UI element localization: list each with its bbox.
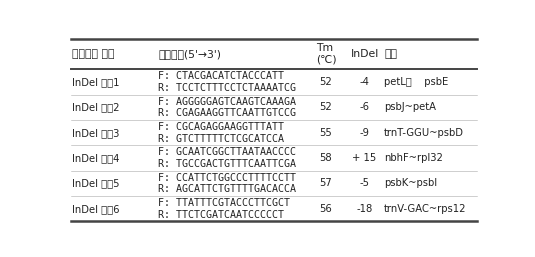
Text: 56: 56 [319,204,332,214]
Text: petL－    psbE: petL－ psbE [384,77,448,87]
Text: F: CGCAGAGGAAGGTTTATT: F: CGCAGAGGAAGGTTTATT [158,122,284,132]
Text: trnT-GGU~psbD: trnT-GGU~psbD [384,128,464,138]
Text: F: GCAATCGGCTTAATAACCCC: F: GCAATCGGCTTAATAACCCC [158,147,296,157]
Text: 52: 52 [319,103,332,112]
Text: F: CTACGACATCTACCCATT: F: CTACGACATCTACCCATT [158,71,284,81]
Text: F: AGGGGGAGTCAAGTCAAAGA: F: AGGGGGAGTCAAGTCAAAGA [158,97,296,107]
Text: psbK~psbI: psbK~psbI [384,178,437,188]
Text: 57: 57 [319,178,332,188]
Text: -9: -9 [359,128,369,138]
Text: InDel: InDel [351,49,379,59]
Text: nbhF~rpl32: nbhF~rpl32 [384,153,443,163]
Text: InDel 마커6: InDel 마커6 [72,204,119,214]
Text: 염기서열(5'→3'): 염기서열(5'→3') [158,49,221,59]
Text: psbJ~petA: psbJ~petA [384,103,436,112]
Text: -18: -18 [356,204,372,214]
Text: 프라이머 명칭: 프라이머 명칭 [72,49,114,59]
Text: InDel 마커1: InDel 마커1 [72,77,119,87]
Text: InDel 마커5: InDel 마커5 [72,178,119,188]
Text: 위치: 위치 [384,49,397,59]
Text: F: CCATTCTGGCCCTTTTCCTT: F: CCATTCTGGCCCTTTTCCTT [158,173,296,182]
Text: R: TCCTCTTTCCTCTAAAATCG: R: TCCTCTTTCCTCTAAAATCG [158,83,296,93]
Text: Tm
(℃): Tm (℃) [316,43,337,65]
Text: 52: 52 [319,77,332,87]
Text: InDel 마커3: InDel 마커3 [72,128,119,138]
Text: F: TTATTTCGTACCCTTCGCT: F: TTATTTCGTACCCTTCGCT [158,198,290,208]
Text: 55: 55 [319,128,332,138]
Text: R: GTCTTTTTCTCGCATCCA: R: GTCTTTTTCTCGCATCCA [158,134,284,144]
Text: R: CGAGAAGGTTCAATTGTCCG: R: CGAGAAGGTTCAATTGTCCG [158,108,296,118]
Text: R: TTCTCGATCAATCCCCCT: R: TTCTCGATCAATCCCCCT [158,209,284,219]
Text: InDel 마커2: InDel 마커2 [72,103,119,112]
Text: -5: -5 [359,178,369,188]
Text: + 15: + 15 [352,153,376,163]
Text: trnV-GAC~rps12: trnV-GAC~rps12 [384,204,467,214]
Text: InDel 마커4: InDel 마커4 [72,153,119,163]
Text: -4: -4 [359,77,369,87]
Text: 58: 58 [319,153,332,163]
Text: R: AGCATTCTGTTTTGACACCA: R: AGCATTCTGTTTTGACACCA [158,184,296,194]
Text: R: TGCCGACTGTTTCAATTCGA: R: TGCCGACTGTTTCAATTCGA [158,159,296,169]
Text: -6: -6 [359,103,369,112]
